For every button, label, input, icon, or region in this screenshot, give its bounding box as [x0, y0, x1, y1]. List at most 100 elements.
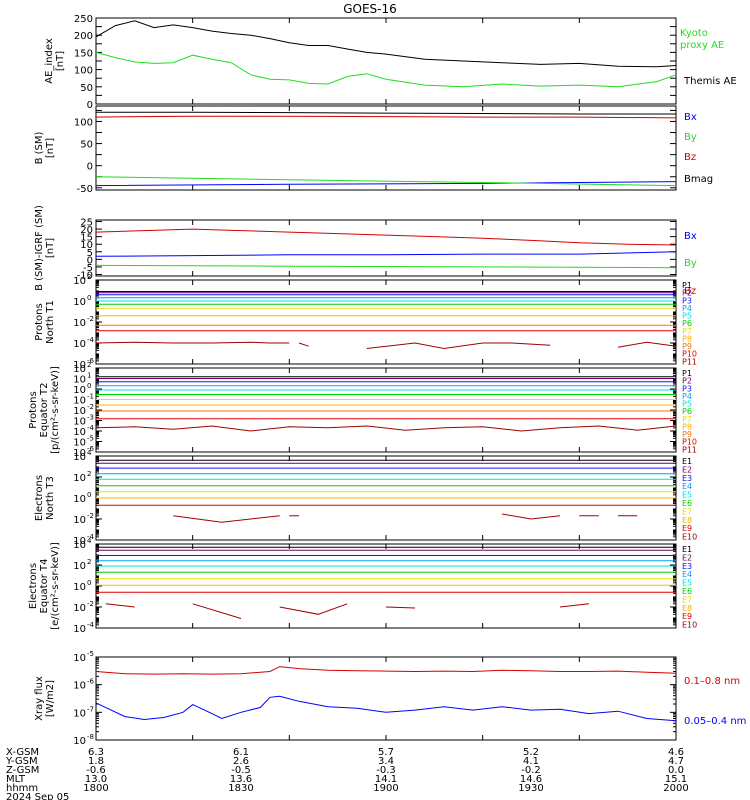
y-tick-label: 10: [73, 708, 86, 719]
panel-frame: [95, 367, 677, 453]
legend-label: P6: [682, 319, 692, 328]
y-tick-exponent: 4: [87, 449, 92, 457]
y-tick-label: 10: [73, 681, 86, 692]
y-tick-label: 10: [73, 427, 86, 438]
legend-label: P5: [682, 400, 692, 409]
y-tick-exponent: -1: [87, 393, 94, 401]
legend-label: E9: [682, 612, 692, 621]
y-tick-label: 5: [87, 248, 93, 259]
y-axis-label: Protons: [28, 391, 39, 428]
series-line-Bz: [95, 115, 677, 119]
y-tick-label: 0: [87, 255, 93, 266]
legend-label: Bx: [684, 231, 697, 242]
axis-row-value: 6.1: [233, 747, 249, 758]
series-line-E10: [192, 603, 242, 619]
legend-label: E7: [682, 507, 692, 516]
y-tick-exponent: 0: [87, 382, 91, 390]
y-tick-exponent: 1: [87, 372, 91, 380]
legend-label: E8: [682, 604, 692, 613]
y-tick-exponent: -3: [87, 414, 94, 422]
y-tick-label: 10: [73, 603, 86, 614]
y-axis-label: Electrons: [28, 563, 39, 609]
series-line-E10: [279, 603, 348, 615]
legend-label: P3: [682, 296, 692, 305]
axis-row-value: 1.8: [88, 756, 104, 767]
y-tick-label: 10: [73, 561, 86, 572]
legend-label: 0.05–0.4 nm: [684, 716, 746, 727]
y-tick-label: 10: [73, 540, 86, 551]
axis-row-value: -0.2: [521, 765, 541, 776]
axis-row-label: MLT: [6, 774, 26, 785]
axis-row-value: -0.6: [86, 765, 106, 776]
axis-row-value: -0.3: [376, 765, 396, 776]
y-tick-exponent: 2: [87, 470, 91, 478]
legend-label: P7: [682, 327, 692, 336]
legend-label: P1: [682, 281, 692, 290]
y-axis-label: [nT]: [45, 138, 56, 158]
axis-row-value: 5.2: [523, 747, 539, 758]
y-tick-label: 10: [73, 339, 86, 350]
series-line-Bmag: [96, 111, 676, 115]
series-line-E10: [559, 603, 590, 608]
legend-label: P10: [682, 438, 697, 447]
axis-row-value: 2000: [663, 783, 688, 794]
legend-label: E9: [682, 524, 692, 533]
y-tick-label: 10: [73, 396, 86, 407]
legend-label: P9: [682, 342, 692, 351]
legend-label: E7: [682, 595, 692, 604]
legend-label: P10: [682, 350, 697, 359]
y-tick-label: 15: [80, 233, 93, 244]
y-axis-label: North T3: [45, 476, 56, 520]
axis-row-value: 4.7: [668, 756, 684, 767]
y-axis-label: Equator T4: [39, 559, 50, 614]
panel-bsm: -50 0 50 100 B (SM) [nT] Bx By Bz Bmag: [34, 105, 713, 195]
y-tick-exponent: -8: [87, 733, 94, 741]
series-line-P11: [617, 341, 677, 348]
series-line-Kyoto proxy AE: [95, 51, 677, 88]
y-tick-label: 50: [80, 83, 93, 94]
y-tick-exponent: -2: [87, 600, 94, 608]
y-axis-label: Electrons: [34, 475, 45, 521]
y-axis-label: [e/(cm²-s-sr-keV)]: [50, 542, 61, 630]
y-axis-label: AE_index: [44, 38, 55, 84]
legend-label: proxy AE: [680, 40, 724, 51]
y-axis-label: [p/(cm²-s-sr-keV)]: [50, 366, 61, 454]
y-tick-label: 200: [74, 31, 93, 42]
y-tick-label: 100: [74, 117, 93, 128]
y-tick-label: -10: [77, 270, 93, 281]
axis-row-value: 15.1: [665, 774, 687, 785]
axis-row-value: 5.7: [378, 747, 394, 758]
series-line-P11: [366, 342, 551, 350]
legend-label: Themis AE: [683, 76, 737, 87]
series-line-E10: [173, 515, 280, 523]
y-tick-label: 10: [73, 736, 86, 747]
series-line-Bx: [95, 251, 677, 257]
y-tick-label: 20: [80, 225, 93, 236]
y-tick-label: 0: [87, 100, 93, 111]
series-line-Themis AE: [95, 20, 677, 68]
axis-row-value: 6.3: [88, 747, 104, 758]
y-tick-label: 10: [73, 473, 86, 484]
y-tick-label: 0: [87, 162, 93, 173]
legend-label: Bmag: [684, 174, 713, 185]
y-tick-label: 150: [74, 48, 93, 59]
legend-label: P1: [682, 369, 692, 378]
y-axis-label: [W/m2]: [45, 680, 56, 717]
series-line-By: [95, 176, 677, 187]
legend-label: P8: [682, 422, 692, 431]
legend-label: E2: [682, 465, 692, 474]
legend-label: E3: [682, 474, 692, 483]
legend-label: P11: [682, 445, 697, 454]
legend-label: E1: [682, 545, 692, 554]
y-tick-label: 10: [73, 653, 86, 664]
axis-row-value: 1930: [518, 783, 543, 794]
y-tick-exponent: -4: [87, 621, 95, 629]
axis-row-value: 14.6: [520, 774, 542, 785]
y-tick-exponent: 2: [87, 361, 91, 369]
y-tick-label: 250: [74, 14, 93, 25]
legend-label: E5: [682, 579, 692, 588]
legend-label: P11: [682, 357, 697, 366]
y-tick-exponent: 0: [87, 294, 91, 302]
legend-label: P3: [682, 384, 692, 393]
axis-row-value: 13.6: [230, 774, 252, 785]
